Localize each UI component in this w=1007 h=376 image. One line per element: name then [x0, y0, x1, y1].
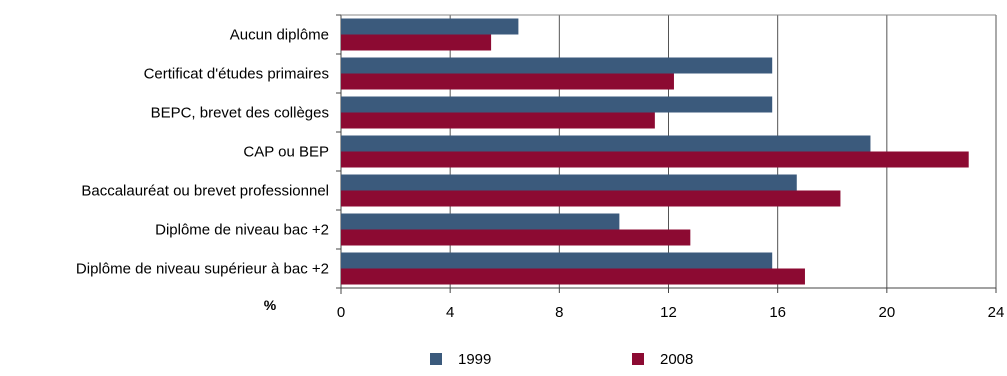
bar-2008-4: [341, 190, 841, 207]
x-tick-label-4: 16: [769, 304, 786, 321]
category-label-1: Certificat d'études primaires: [144, 66, 329, 83]
bar-2008-5: [341, 229, 691, 246]
bar-2008-0: [341, 34, 492, 51]
bar-2008-6: [341, 268, 805, 285]
x-unit-label: %: [264, 297, 277, 313]
category-label-2: BEPC, brevet des collèges: [151, 105, 329, 122]
x-tick-label-3: 12: [660, 304, 677, 321]
category-label-6: Diplôme de niveau supérieur à bac +2: [76, 261, 329, 278]
legend-swatch-2008: [632, 353, 644, 365]
bars: [341, 18, 969, 285]
bar-1999-3: [341, 135, 871, 152]
bar-1999-4: [341, 174, 797, 191]
legend: 1999 2008: [430, 351, 693, 368]
category-label-0: Aucun diplôme: [230, 27, 329, 44]
x-tick-label-0: 0: [337, 304, 345, 321]
category-label-4: Baccalauréat ou brevet professionnel: [81, 183, 329, 200]
x-tick-labels: 0 4 8 12 16 20 24: [337, 304, 1005, 321]
bar-2008-2: [341, 112, 655, 129]
bar-1999-2: [341, 96, 773, 113]
bar-1999-5: [341, 213, 620, 230]
bar-1999-1: [341, 57, 773, 74]
x-tick-label-1: 4: [446, 304, 454, 321]
category-label-5: Diplôme de niveau bac +2: [155, 222, 329, 239]
x-tick-label-2: 8: [555, 304, 563, 321]
legend-label-2008: 2008: [660, 351, 693, 368]
category-labels: Aucun diplôme Certificat d'études primair…: [76, 27, 329, 278]
category-label-3: CAP ou BEP: [243, 144, 329, 161]
legend-label-1999: 1999: [458, 351, 491, 368]
bar-1999-6: [341, 252, 773, 269]
bar-2008-1: [341, 73, 674, 90]
bar-1999-0: [341, 18, 519, 35]
x-tick-label-5: 20: [878, 304, 895, 321]
legend-swatch-1999: [430, 353, 442, 365]
x-tick-label-6: 24: [988, 304, 1005, 321]
bar-2008-3: [341, 151, 969, 168]
